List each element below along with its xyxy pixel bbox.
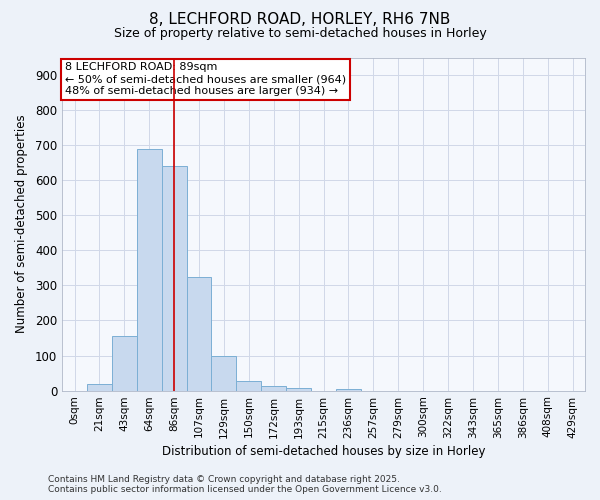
Text: 8, LECHFORD ROAD, HORLEY, RH6 7NB: 8, LECHFORD ROAD, HORLEY, RH6 7NB bbox=[149, 12, 451, 28]
Bar bbox=[87, 384, 112, 390]
Bar bbox=[286, 388, 311, 390]
Text: Size of property relative to semi-detached houses in Horley: Size of property relative to semi-detach… bbox=[113, 28, 487, 40]
Bar bbox=[261, 386, 286, 390]
Bar bbox=[112, 336, 137, 390]
Bar bbox=[211, 356, 236, 390]
Bar bbox=[336, 389, 361, 390]
X-axis label: Distribution of semi-detached houses by size in Horley: Distribution of semi-detached houses by … bbox=[162, 444, 485, 458]
Bar bbox=[236, 381, 261, 390]
Text: 8 LECHFORD ROAD: 89sqm
← 50% of semi-detached houses are smaller (964)
48% of se: 8 LECHFORD ROAD: 89sqm ← 50% of semi-det… bbox=[65, 62, 346, 96]
Bar bbox=[161, 166, 187, 390]
Y-axis label: Number of semi-detached properties: Number of semi-detached properties bbox=[15, 114, 28, 334]
Text: Contains HM Land Registry data © Crown copyright and database right 2025.
Contai: Contains HM Land Registry data © Crown c… bbox=[48, 474, 442, 494]
Bar bbox=[137, 148, 161, 390]
Bar bbox=[187, 276, 211, 390]
